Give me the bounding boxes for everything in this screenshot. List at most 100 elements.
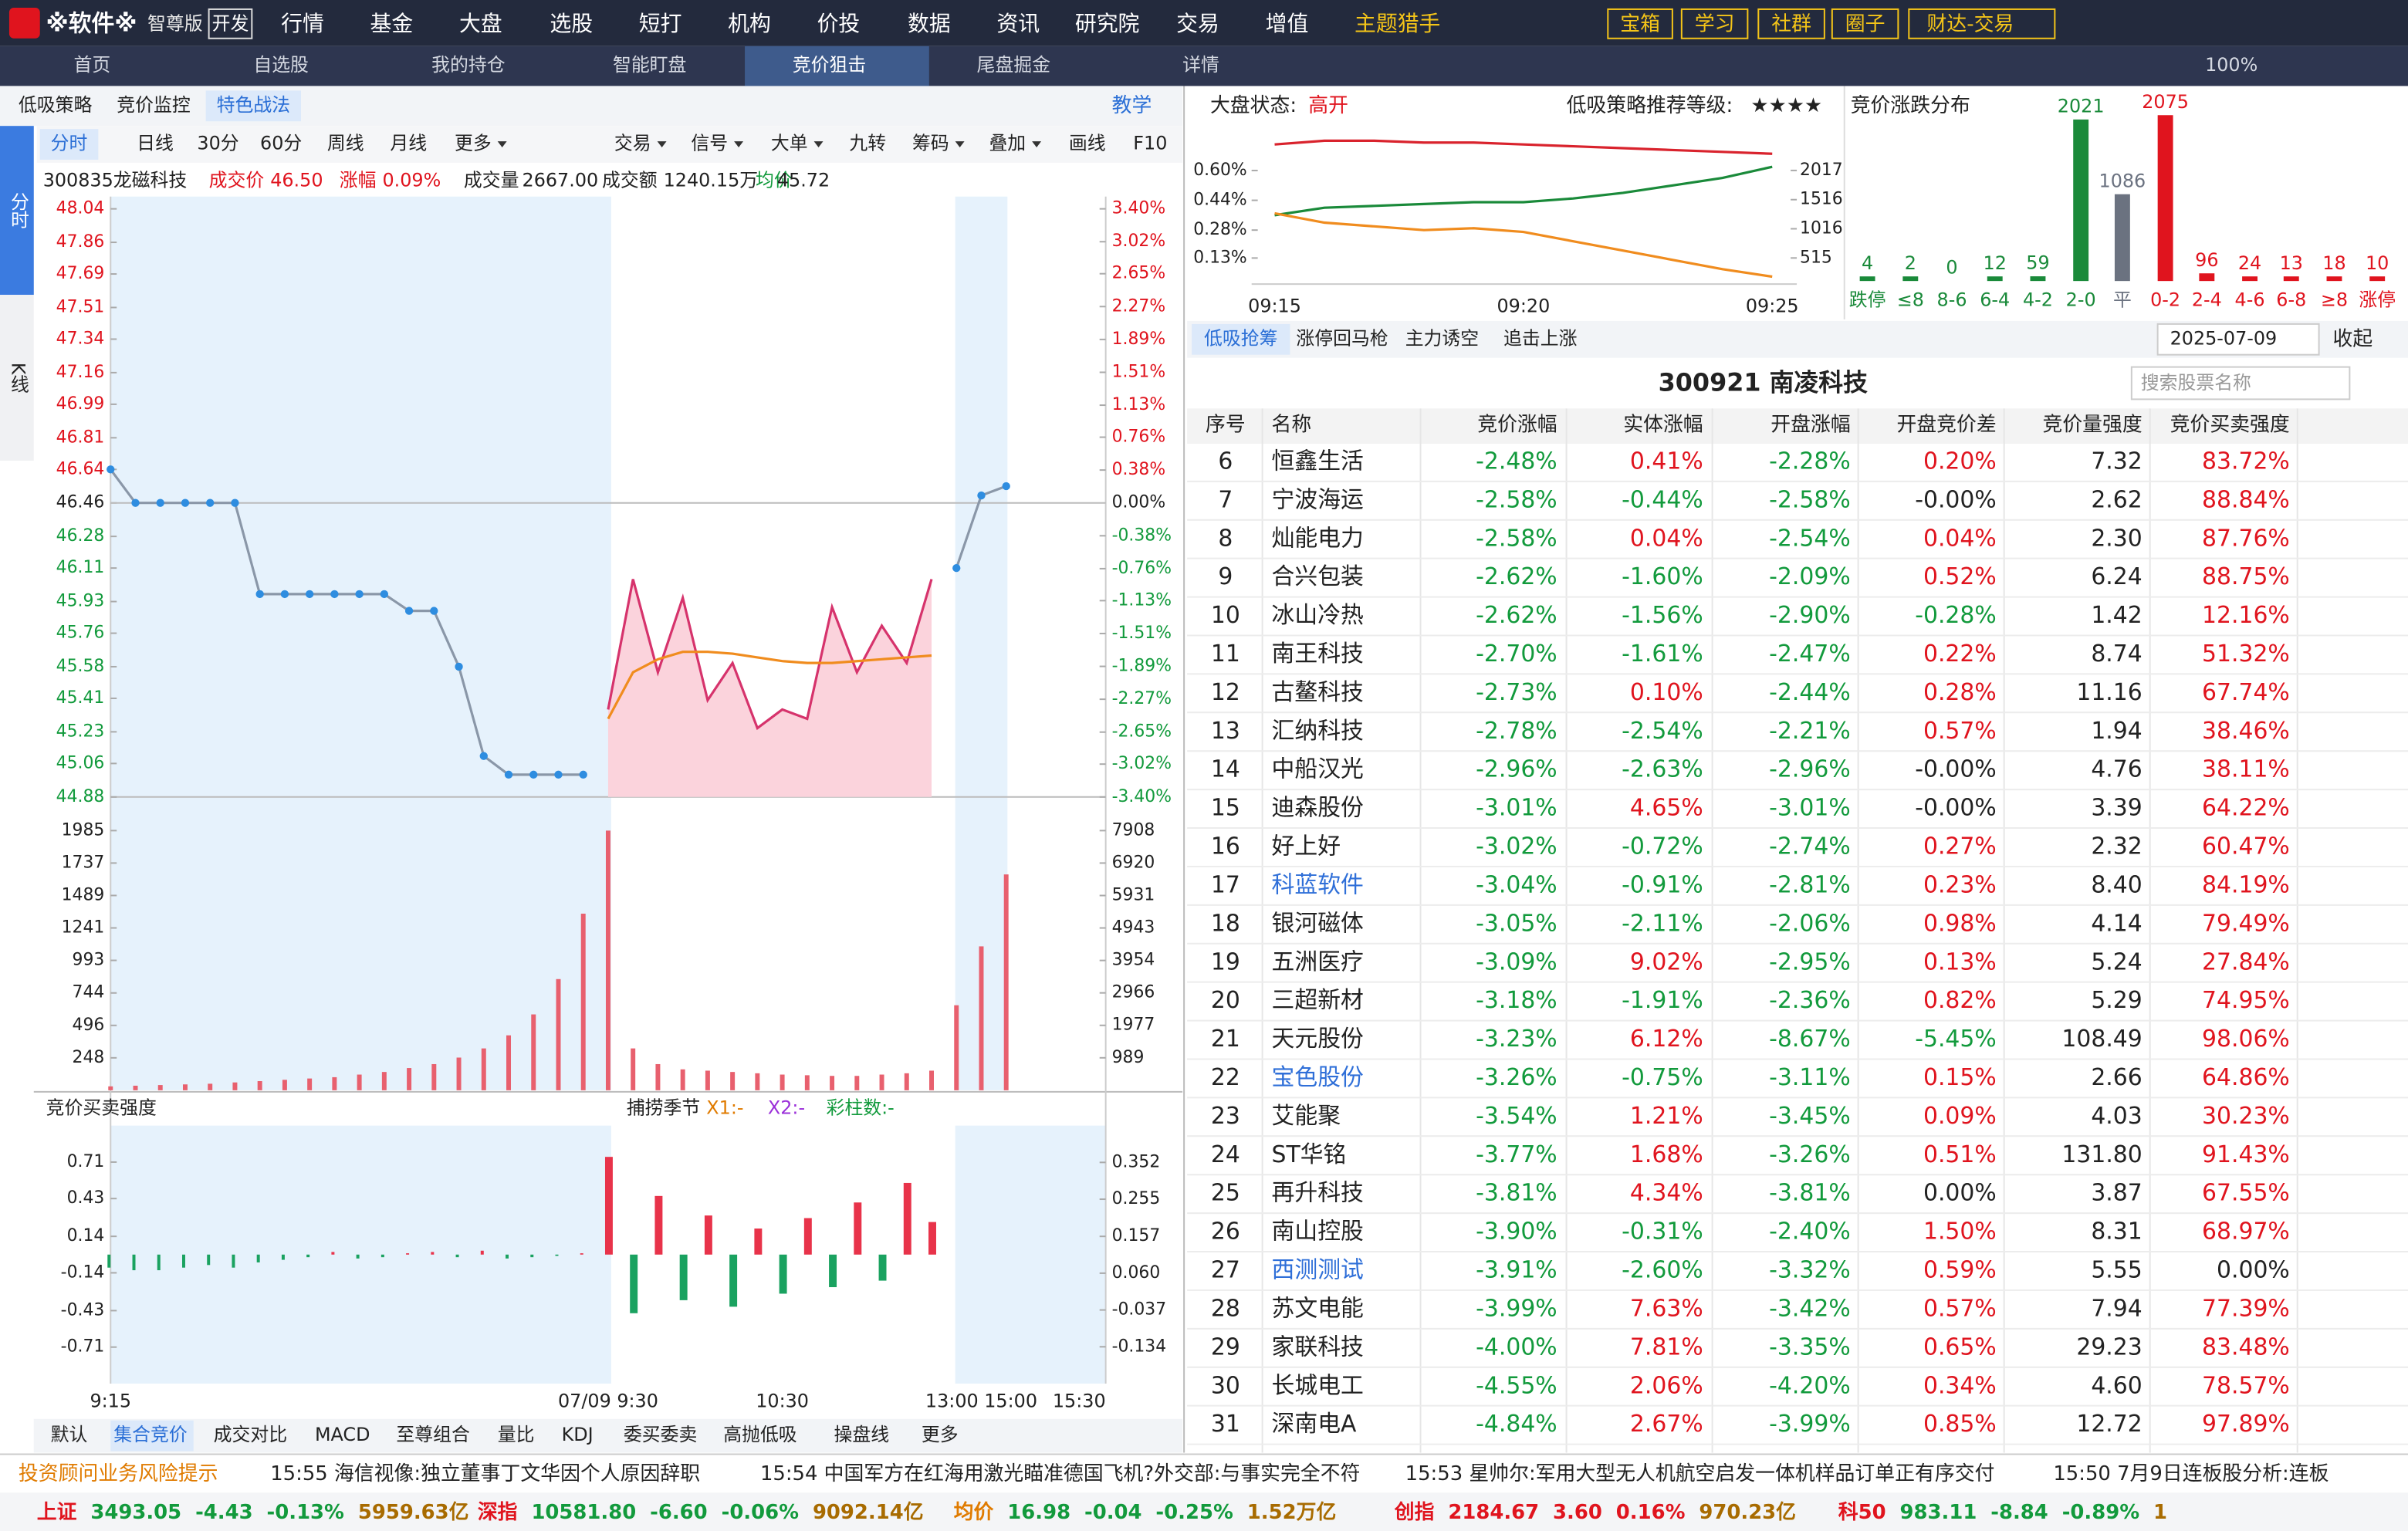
news-item[interactable]: 15:50 7月9日连板股分析:连板	[2053, 1462, 2329, 1485]
period[interactable]: 周线	[327, 133, 364, 154]
chart-tool[interactable]: 信号	[691, 133, 728, 154]
indicator-tab[interactable]: 成交对比	[214, 1424, 287, 1445]
table-cell[interactable]: 长城电工	[1272, 1372, 1364, 1399]
auction-dot	[479, 752, 488, 760]
table-cell[interactable]: 灿能电力	[1272, 525, 1364, 552]
table-cell[interactable]: 汇纳科技	[1272, 718, 1364, 745]
indicator-tab[interactable]: 高抛低吸	[723, 1424, 797, 1445]
indicator-tab[interactable]: 量比	[498, 1424, 535, 1445]
risk-notice[interactable]: 投资顾问业务风险提示	[19, 1462, 218, 1485]
tab[interactable]: 自选股	[253, 54, 309, 76]
indicator-tab[interactable]: 至尊组合	[396, 1424, 470, 1445]
tool-button[interactable]: 社群	[1771, 12, 1811, 35]
teach-link[interactable]: 教学	[1112, 94, 1152, 117]
news-item[interactable]: 15:55 海信视像:独立董事丁文华因个人原因辞职	[270, 1462, 700, 1485]
tool-button[interactable]: 学习	[1695, 12, 1735, 35]
tool-button[interactable]: 宝箱	[1620, 12, 1660, 35]
period[interactable]: 30分	[197, 133, 238, 154]
menu-item[interactable]: 行情	[281, 11, 324, 36]
news-item[interactable]: 15:53 星帅尔:军用大型无人机航空启发一体机样品订单正有序交付	[1405, 1462, 1995, 1485]
chart-tool[interactable]: F10	[1133, 133, 1167, 154]
tab[interactable]: 详情	[1182, 54, 1219, 76]
subtab[interactable]: 低吸策略	[19, 94, 93, 116]
menu-item[interactable]: 资讯	[996, 11, 1040, 36]
auction-dot	[131, 499, 140, 507]
table-cell[interactable]: 艾能聚	[1272, 1103, 1341, 1130]
y-tick-label: 45.93	[56, 592, 105, 611]
right-tab[interactable]: 低吸抢筹	[1204, 327, 1277, 349]
right-tab[interactable]: 追击上涨	[1503, 327, 1578, 349]
search-box[interactable]	[2130, 366, 2351, 400]
period[interactable]: 分时	[51, 133, 88, 154]
menu-item[interactable]: 研究院	[1075, 11, 1140, 36]
chart-tool[interactable]: 筹码	[912, 133, 949, 154]
table-cell[interactable]: 苏文电能	[1272, 1295, 1364, 1322]
table-cell[interactable]: 天元股份	[1272, 1026, 1364, 1053]
table-cell[interactable]: 合兴包装	[1272, 563, 1364, 590]
menu-item[interactable]: 大盘	[459, 11, 502, 36]
indicator-tab[interactable]: 默认	[51, 1424, 88, 1445]
table-cell[interactable]: 恒鑫生活	[1272, 448, 1364, 475]
tab[interactable]: 竞价狙击	[793, 54, 866, 76]
tool-button[interactable]: 财达-交易	[1927, 12, 2014, 35]
table-cell[interactable]: 南王科技	[1272, 640, 1364, 667]
subtab[interactable]: 竞价监控	[117, 94, 190, 116]
indicator-tab[interactable]: 集合竞价	[113, 1424, 188, 1445]
table-cell[interactable]: 深南电A	[1272, 1411, 1357, 1438]
table-cell[interactable]: 迪森股份	[1272, 795, 1364, 822]
table-cell[interactable]: 再升科技	[1272, 1180, 1364, 1207]
table-cell[interactable]: 三超新材	[1272, 987, 1364, 1014]
period[interactable]: 月线	[390, 133, 427, 154]
menu-item[interactable]: 短打	[639, 11, 682, 36]
indicator-tab[interactable]: 委买委卖	[624, 1424, 697, 1445]
indicator-tab[interactable]: 更多	[922, 1424, 959, 1445]
tab[interactable]: 尾盘掘金	[977, 54, 1051, 76]
table-cell[interactable]: 宁波海运	[1272, 486, 1364, 513]
table-cell[interactable]: 五洲医疗	[1272, 948, 1364, 975]
table-cell[interactable]: 西测测试	[1272, 1257, 1364, 1284]
menu-item[interactable]: 交易	[1176, 11, 1219, 36]
menu-item[interactable]: 主题猎手	[1354, 11, 1440, 36]
table-cell[interactable]: 南山控股	[1272, 1218, 1364, 1245]
menu-item[interactable]: 机构	[728, 11, 771, 36]
tab[interactable]: 首页	[74, 54, 111, 76]
indicator-tab[interactable]: 操盘线	[834, 1424, 889, 1445]
table-cell[interactable]: 古鳌科技	[1272, 679, 1364, 706]
table-cell[interactable]: 银河磁体	[1272, 910, 1364, 937]
right-tab[interactable]: 涨停回马枪	[1296, 327, 1388, 349]
mode[interactable]: 开发	[212, 12, 249, 34]
right-tab[interactable]: 主力诱空	[1405, 327, 1479, 349]
menu-item[interactable]: 价投	[817, 11, 861, 36]
side-tab[interactable]: K线	[7, 363, 29, 394]
tool-button[interactable]: 圈子	[1845, 12, 1885, 35]
chart-tool[interactable]: 大单	[771, 133, 808, 154]
side-tab[interactable]: 分时	[7, 192, 29, 229]
menu-item[interactable]: 选股	[550, 11, 593, 36]
tab[interactable]: 我的持仓	[431, 54, 506, 76]
table-cell[interactable]: ST华铭	[1272, 1141, 1347, 1168]
indicator-bar	[157, 1254, 161, 1271]
period[interactable]: 60分	[260, 133, 302, 154]
collapse[interactable]: 收起	[2333, 327, 2373, 350]
period[interactable]: 更多	[455, 133, 492, 154]
table-cell[interactable]: 好上好	[1272, 833, 1341, 860]
indicator-tab[interactable]: MACD	[315, 1424, 370, 1445]
period[interactable]: 日线	[137, 133, 174, 154]
tab[interactable]: 智能盯盘	[613, 54, 686, 76]
chart-tool[interactable]: 九转	[849, 133, 886, 154]
subtab[interactable]: 特色战法	[217, 94, 290, 116]
menu-item[interactable]: 增值	[1266, 11, 1309, 36]
date-box[interactable]	[2156, 323, 2320, 356]
menu-item[interactable]: 数据	[908, 11, 951, 36]
table-cell[interactable]: 中船汉光	[1272, 756, 1364, 783]
chart-tool[interactable]: 交易	[614, 133, 651, 154]
table-cell[interactable]: 科蓝软件	[1272, 871, 1364, 898]
table-cell[interactable]: 冰山冷热	[1272, 602, 1364, 629]
table-cell[interactable]: 宝色股份	[1272, 1064, 1364, 1091]
table-cell[interactable]: 家联科技	[1272, 1333, 1364, 1360]
news-item[interactable]: 15:54 中国军方在红海用激光瞄准德国飞机?外交部:与事实完全不符	[760, 1462, 1360, 1485]
chart-tool[interactable]: 画线	[1069, 133, 1106, 154]
indicator-tab[interactable]: KDJ	[562, 1424, 594, 1445]
menu-item[interactable]: 基金	[370, 11, 414, 36]
chart-tool[interactable]: 叠加	[989, 133, 1026, 154]
